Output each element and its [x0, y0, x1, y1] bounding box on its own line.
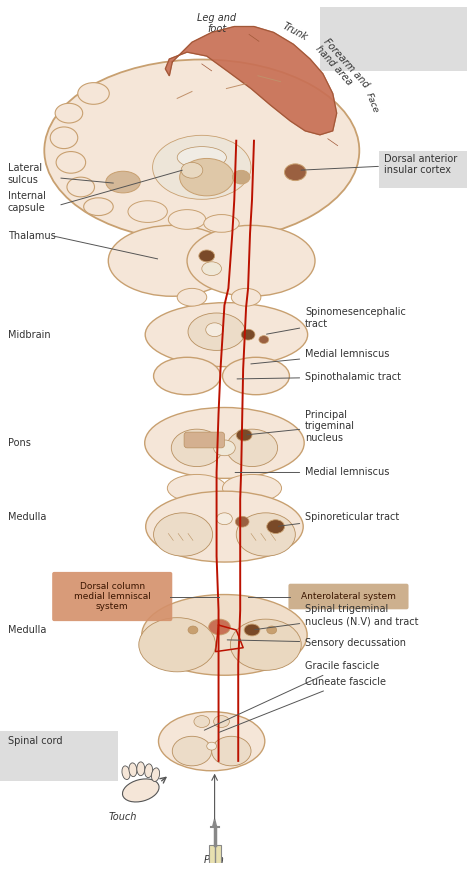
Text: Medulla: Medulla: [8, 512, 46, 521]
Ellipse shape: [231, 289, 261, 306]
Text: Medial lemniscus: Medial lemniscus: [251, 350, 390, 364]
Ellipse shape: [207, 742, 217, 750]
Ellipse shape: [122, 766, 130, 780]
Ellipse shape: [167, 474, 227, 502]
Ellipse shape: [222, 358, 290, 395]
Ellipse shape: [172, 736, 212, 766]
Text: Principal
trigeminal
nucleus: Principal trigeminal nucleus: [247, 410, 355, 443]
Ellipse shape: [137, 762, 145, 776]
Text: Pain: Pain: [204, 855, 225, 865]
Ellipse shape: [202, 262, 221, 276]
Ellipse shape: [241, 330, 255, 340]
Ellipse shape: [209, 619, 230, 635]
Text: Sensory decussation: Sensory decussation: [227, 637, 406, 648]
Ellipse shape: [194, 716, 210, 727]
Ellipse shape: [56, 152, 86, 174]
Ellipse shape: [267, 520, 284, 534]
Ellipse shape: [154, 358, 220, 395]
Ellipse shape: [145, 407, 304, 479]
Ellipse shape: [214, 716, 229, 727]
Ellipse shape: [188, 626, 198, 634]
Ellipse shape: [235, 516, 249, 527]
Text: Cuneate fascicle: Cuneate fascicle: [219, 678, 386, 732]
Text: Spinomesencephalic
tract: Spinomesencephalic tract: [266, 307, 406, 334]
Ellipse shape: [227, 429, 278, 467]
Ellipse shape: [145, 303, 308, 366]
Ellipse shape: [146, 491, 303, 562]
Ellipse shape: [244, 624, 260, 636]
Ellipse shape: [67, 177, 94, 197]
Ellipse shape: [154, 513, 213, 556]
Ellipse shape: [267, 626, 277, 634]
Text: Spinothalamic tract: Spinothalamic tract: [237, 372, 401, 382]
FancyBboxPatch shape: [320, 7, 466, 71]
Text: Spinal trigeminal
nucleus (N.V) and tract: Spinal trigeminal nucleus (N.V) and trac…: [255, 604, 419, 630]
Text: Pons: Pons: [8, 438, 31, 448]
Ellipse shape: [153, 135, 251, 200]
Text: Medial lemniscus: Medial lemniscus: [235, 467, 390, 478]
Ellipse shape: [177, 146, 227, 168]
FancyBboxPatch shape: [184, 433, 225, 448]
Ellipse shape: [204, 215, 239, 232]
Ellipse shape: [206, 323, 223, 337]
FancyBboxPatch shape: [209, 845, 220, 866]
Ellipse shape: [181, 162, 203, 178]
Ellipse shape: [122, 779, 159, 802]
Text: Medulla: Medulla: [8, 625, 46, 635]
Text: Trunk: Trunk: [281, 21, 309, 42]
Ellipse shape: [139, 617, 216, 671]
FancyBboxPatch shape: [289, 583, 409, 610]
Ellipse shape: [168, 209, 206, 229]
Ellipse shape: [78, 83, 109, 105]
Ellipse shape: [199, 250, 215, 262]
Text: Spinoreticular tract: Spinoreticular tract: [278, 512, 400, 527]
Text: Forearm and
hand area: Forearm and hand area: [313, 37, 371, 98]
Ellipse shape: [84, 198, 113, 215]
Ellipse shape: [217, 513, 232, 525]
Ellipse shape: [55, 103, 82, 123]
Ellipse shape: [128, 201, 167, 222]
Text: Thalamus: Thalamus: [8, 231, 55, 242]
Ellipse shape: [108, 225, 236, 296]
Text: Touch: Touch: [109, 812, 137, 822]
Text: Midbrain: Midbrain: [8, 330, 51, 340]
Ellipse shape: [236, 429, 252, 441]
Ellipse shape: [106, 171, 140, 193]
Ellipse shape: [188, 313, 245, 351]
Ellipse shape: [158, 712, 265, 771]
Ellipse shape: [129, 763, 137, 777]
Text: Spinal cord: Spinal cord: [8, 736, 63, 746]
Text: Leg and
foot: Leg and foot: [197, 13, 236, 34]
Ellipse shape: [259, 336, 269, 344]
FancyBboxPatch shape: [379, 151, 466, 188]
Ellipse shape: [142, 595, 307, 675]
Ellipse shape: [232, 170, 250, 184]
Text: Anterolateral system: Anterolateral system: [301, 592, 396, 601]
Ellipse shape: [236, 513, 295, 556]
Text: Lateral
sulcus: Lateral sulcus: [8, 163, 42, 185]
Ellipse shape: [187, 225, 315, 296]
Ellipse shape: [145, 764, 153, 778]
Polygon shape: [213, 819, 217, 827]
Ellipse shape: [222, 474, 282, 502]
Text: Face: Face: [364, 92, 381, 114]
Text: Gracile fascicle: Gracile fascicle: [204, 661, 379, 730]
FancyBboxPatch shape: [0, 732, 118, 780]
Ellipse shape: [44, 59, 359, 242]
Text: Dorsal column
medial lemniscal
system: Dorsal column medial lemniscal system: [74, 582, 151, 611]
Ellipse shape: [212, 736, 251, 766]
Text: Dorsal anterior
insular cortex: Dorsal anterior insular cortex: [301, 153, 457, 175]
Ellipse shape: [284, 164, 306, 181]
Ellipse shape: [214, 440, 235, 456]
Ellipse shape: [171, 429, 222, 467]
Ellipse shape: [230, 619, 301, 671]
Ellipse shape: [50, 127, 78, 148]
Ellipse shape: [152, 768, 160, 781]
Polygon shape: [165, 26, 337, 135]
FancyBboxPatch shape: [52, 572, 172, 621]
Ellipse shape: [177, 289, 207, 306]
Text: Internal
capsule: Internal capsule: [8, 191, 46, 213]
Ellipse shape: [180, 159, 234, 196]
